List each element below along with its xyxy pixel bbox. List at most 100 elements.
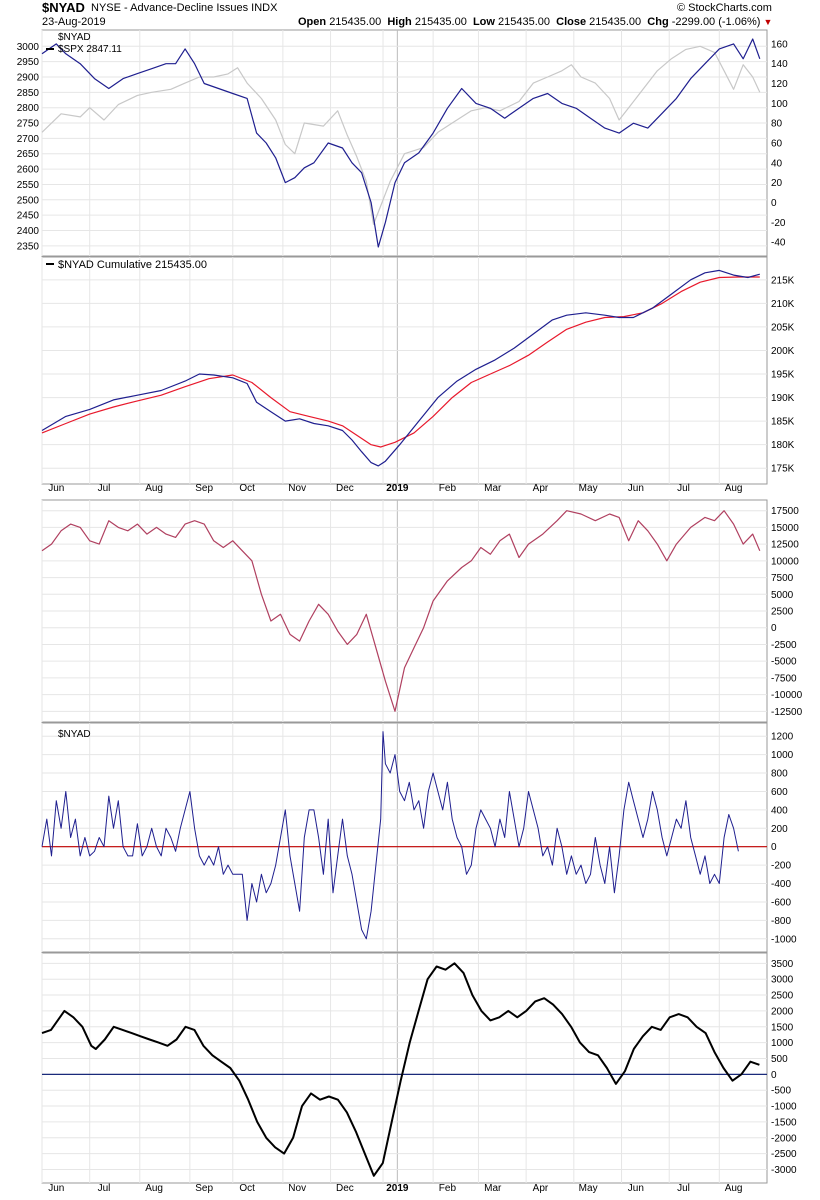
x-tick-label: Aug — [725, 1183, 743, 1194]
y-tick-label-right: 100 — [771, 99, 788, 110]
x-tick-label: Feb — [439, 1183, 457, 1194]
y-tick-label-right: 190K — [771, 393, 795, 404]
y-tick-label-right: 175K — [771, 464, 795, 475]
y-tick-label-right: -2500 — [771, 640, 797, 651]
open-label: Open — [298, 16, 327, 28]
x-tick-label: Mar — [484, 483, 502, 494]
x-tick-label: Mar — [484, 1183, 502, 1194]
y-tick-label-right: 15000 — [771, 523, 799, 534]
y-tick-label-right: 60 — [771, 139, 783, 150]
y-tick-label-right: 400 — [771, 805, 788, 816]
y-tick-label-right: 195K — [771, 370, 795, 381]
y-tick-label-left: 2450 — [17, 211, 40, 222]
y-tick-label-right: 2500 — [771, 991, 794, 1002]
y-tick-label-right: -12500 — [771, 707, 803, 718]
y-tick-label-right: 140 — [771, 59, 788, 70]
panel-5: 3500 3000 2500 2000 1500 1000 500 0 -500 -1000 -15… — [41, 952, 797, 1184]
y-tick-label-right: -2000 — [771, 1133, 797, 1144]
y-tick-label-right: 20 — [771, 178, 783, 189]
cumulative-line — [41, 269, 760, 467]
x-tick-label: Jun — [628, 1183, 644, 1194]
symbol-description: NYSE - Advance-Decline Issues INDX — [91, 2, 278, 14]
y-tick-label-right: -3000 — [771, 1165, 797, 1176]
x-tick-label: Apr — [533, 483, 549, 494]
date-label: 23-Aug-2019 — [42, 16, 106, 28]
ohlc-row: Open 215435.00 High 215435.00 Low 215435… — [298, 16, 772, 28]
y-tick-label-right: 2500 — [771, 607, 794, 618]
x-tick-label: Jul — [98, 483, 111, 494]
y-tick-label-right: -200 — [771, 861, 791, 872]
x-tick-label: Jun — [48, 1183, 64, 1194]
high-value: 215435.00 — [414, 16, 467, 28]
y-tick-label-right: 180K — [771, 440, 795, 451]
x-tick-label: Oct — [239, 1183, 255, 1194]
x-tick-label: Sep — [195, 1183, 213, 1194]
x-tick-label: Dec — [336, 1183, 354, 1194]
panel-3: 17500 15000 12500 10000 7500 5000 2500 0 -2500 -5… — [41, 499, 803, 723]
x-tick-label: Nov — [288, 483, 306, 494]
y-tick-label-right: 500 — [771, 1054, 788, 1065]
y-tick-label-right: 1500 — [771, 1022, 794, 1033]
panel-1: 3000 2950 2900 2850 2800 2750 2700 2650 2600 2550… — [17, 29, 788, 257]
y-tick-label-left: 2500 — [17, 195, 40, 206]
y-tick-label-right: 120 — [771, 79, 788, 90]
y-tick-label-right: -1000 — [771, 934, 797, 945]
down-arrow-icon: ▼ — [763, 17, 773, 27]
panel-2: 215K 210K 205K 200K 195K 190K 185K 180K 175K $NYA… — [41, 256, 795, 485]
close-value: 215435.00 — [589, 16, 642, 28]
y-tick-label-right: 3500 — [771, 959, 794, 970]
y-tick-label-left: 2350 — [17, 241, 40, 252]
y-tick-label-right: 160 — [771, 39, 788, 50]
legend-nyad-daily: $NYAD — [58, 729, 91, 740]
x-tick-label: Jun — [48, 483, 64, 494]
y-tick-label-left: 2750 — [17, 119, 40, 130]
y-tick-label-right: 0 — [771, 623, 777, 634]
x-tick-label: Nov — [288, 1183, 306, 1194]
x-tick-label: Sep — [195, 483, 213, 494]
y-tick-label-right: -5000 — [771, 657, 797, 668]
y-tick-label-right: -10000 — [771, 690, 803, 701]
brand-label[interactable]: © StockCharts.com — [677, 2, 772, 14]
y-tick-label-right: -1000 — [771, 1102, 797, 1113]
chg-value: -2299.00 (-1.06%) — [671, 16, 761, 28]
y-tick-label-right: 0 — [771, 198, 777, 209]
y-tick-label-right: 600 — [771, 787, 788, 798]
x-tick-label: Jul — [98, 1183, 111, 1194]
nyad-daily-line — [41, 731, 739, 940]
legend-cumulative: $NYAD Cumulative 215435.00 — [58, 259, 207, 271]
chg-label: Chg — [647, 16, 669, 28]
y-tick-label-left: 2550 — [17, 180, 40, 191]
legend-spx: $SPX 2847.11 — [58, 44, 122, 55]
y-tick-label-right: -2500 — [771, 1149, 797, 1160]
x-tick-label: Jun — [628, 483, 644, 494]
y-tick-label-right: 800 — [771, 769, 788, 780]
y-tick-label-right: 1000 — [771, 750, 794, 761]
x-tick-label: Aug — [725, 483, 743, 494]
x-tick-label: 2019 — [386, 483, 409, 494]
x-tick-label: Oct — [239, 483, 255, 494]
x-tick-label: Aug — [145, 1183, 163, 1194]
y-tick-label-right: 200K — [771, 346, 795, 357]
y-tick-label-left: 2850 — [17, 88, 40, 99]
y-tick-label-right: -600 — [771, 897, 791, 908]
y-tick-label-left: 2400 — [17, 226, 40, 237]
low-value: 215435.00 — [498, 16, 551, 28]
x-tick-label: May — [579, 483, 598, 494]
panel-frame — [41, 29, 768, 257]
y-tick-label-right: -800 — [771, 916, 791, 927]
panel-4: 1200 1000 800 600 400 200 0 -200 -400 -600 -800 -10… — [41, 722, 797, 953]
y-tick-label-right: 17500 — [771, 506, 799, 517]
y-tick-label-right: -1500 — [771, 1117, 797, 1128]
y-tick-label-right: 3000 — [771, 975, 794, 986]
symbol-label: $NYAD — [42, 0, 85, 15]
y-tick-label-right: 200 — [771, 824, 788, 835]
y-tick-label-right: 40 — [771, 158, 783, 169]
y-tick-label-left: 2650 — [17, 149, 40, 160]
oscillator-3-line — [41, 962, 760, 1177]
spx-line — [41, 45, 761, 225]
cumulative-ma-line — [41, 276, 760, 448]
x-tick-label: Jul — [677, 483, 690, 494]
y-tick-label-right: 210K — [771, 299, 795, 310]
y-tick-label-right: -400 — [771, 879, 791, 890]
